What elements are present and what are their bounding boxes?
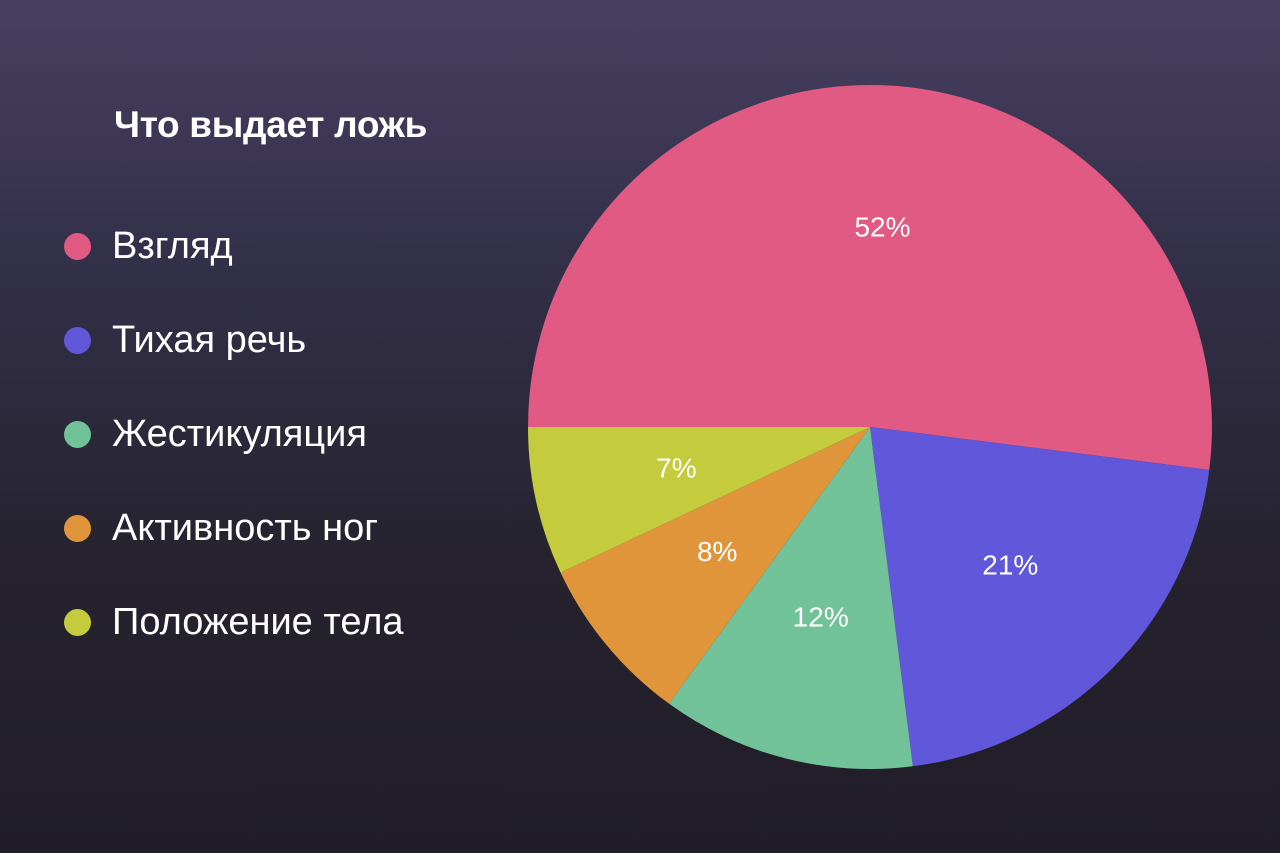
legend-dot-icon — [64, 233, 91, 260]
slice-value-label: 52% — [854, 211, 910, 242]
pie-slice-quiet-speech — [870, 427, 1210, 767]
slice-value-label: 8% — [697, 536, 737, 567]
pie-slice-body-position — [528, 427, 870, 573]
slice-value-label: 7% — [656, 453, 696, 484]
legend-label: Активность ног — [112, 507, 379, 549]
slice-value-label: 21% — [982, 550, 1038, 581]
legend-dot-icon — [64, 327, 91, 354]
legend-label: Жестикуляция — [112, 413, 367, 455]
legend-dot-icon — [64, 421, 91, 448]
chart-title: Что выдает ложь — [114, 104, 428, 145]
legend-dot-icon — [64, 515, 91, 542]
legend-dot-icon — [64, 609, 91, 636]
pie-slice-leg-activity — [560, 427, 870, 704]
slice-value-label: 12% — [793, 601, 849, 632]
pie-slice-gestures — [668, 427, 913, 769]
pie-slice-gaze — [528, 84, 1212, 470]
legend-label: Тихая речь — [112, 319, 307, 361]
legend-label: Взгляд — [112, 225, 233, 267]
legend-label: Положение тела — [112, 601, 404, 643]
